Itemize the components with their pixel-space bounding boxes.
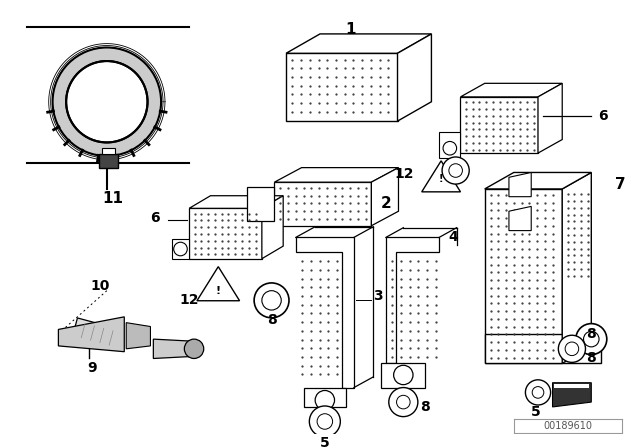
Polygon shape — [439, 132, 461, 158]
Text: 6: 6 — [598, 109, 608, 123]
Circle shape — [70, 328, 77, 336]
Text: 3: 3 — [373, 289, 383, 302]
Polygon shape — [99, 154, 118, 168]
Circle shape — [565, 342, 579, 356]
Circle shape — [173, 242, 188, 256]
Text: 2: 2 — [381, 196, 391, 211]
Text: 8: 8 — [586, 352, 596, 366]
Circle shape — [388, 388, 418, 417]
Circle shape — [317, 414, 333, 429]
Circle shape — [397, 395, 410, 409]
Polygon shape — [247, 187, 275, 221]
Polygon shape — [371, 168, 399, 226]
Polygon shape — [154, 339, 190, 358]
Text: 12: 12 — [179, 293, 199, 307]
Circle shape — [449, 164, 463, 177]
Polygon shape — [484, 189, 562, 363]
Polygon shape — [296, 237, 354, 388]
Polygon shape — [189, 208, 262, 258]
Polygon shape — [397, 34, 431, 121]
Circle shape — [394, 365, 413, 385]
Polygon shape — [554, 383, 589, 388]
Polygon shape — [102, 148, 115, 154]
Text: 4: 4 — [449, 230, 459, 244]
Polygon shape — [386, 237, 439, 363]
Polygon shape — [286, 34, 431, 53]
Polygon shape — [72, 318, 122, 351]
Circle shape — [525, 380, 550, 405]
Text: 1: 1 — [346, 22, 356, 37]
Text: 12: 12 — [394, 168, 414, 181]
Circle shape — [309, 406, 340, 437]
Circle shape — [315, 391, 335, 410]
Polygon shape — [461, 97, 538, 153]
Polygon shape — [275, 168, 399, 182]
Circle shape — [576, 323, 607, 355]
Polygon shape — [303, 388, 346, 407]
Text: 8: 8 — [420, 400, 429, 414]
Polygon shape — [552, 383, 591, 407]
Text: 8: 8 — [586, 327, 596, 341]
Polygon shape — [189, 196, 283, 208]
Circle shape — [584, 332, 599, 347]
Text: 9: 9 — [88, 361, 97, 375]
Text: !: ! — [216, 286, 221, 296]
Text: !: ! — [439, 174, 444, 184]
Polygon shape — [484, 172, 591, 189]
Polygon shape — [538, 83, 562, 153]
Polygon shape — [461, 83, 562, 97]
Circle shape — [184, 339, 204, 358]
Circle shape — [558, 335, 586, 362]
Circle shape — [254, 283, 289, 318]
Polygon shape — [172, 239, 189, 258]
Text: 7: 7 — [615, 177, 626, 192]
Circle shape — [262, 291, 281, 310]
Text: 11: 11 — [102, 191, 123, 206]
Polygon shape — [286, 53, 397, 121]
Polygon shape — [484, 334, 601, 363]
Text: 5: 5 — [531, 405, 541, 419]
Polygon shape — [509, 207, 531, 231]
Text: 00189610: 00189610 — [543, 421, 593, 431]
Text: 5: 5 — [320, 436, 330, 448]
Text: 8: 8 — [267, 313, 276, 327]
Text: 6: 6 — [150, 211, 160, 225]
Polygon shape — [262, 196, 283, 258]
Polygon shape — [275, 182, 371, 226]
Polygon shape — [509, 172, 531, 197]
Text: 10: 10 — [90, 279, 109, 293]
Circle shape — [442, 157, 469, 184]
Polygon shape — [381, 363, 425, 388]
Circle shape — [532, 387, 544, 398]
Polygon shape — [126, 323, 150, 349]
Polygon shape — [58, 317, 124, 352]
Wedge shape — [52, 47, 161, 156]
Circle shape — [443, 142, 456, 155]
Polygon shape — [562, 172, 591, 363]
